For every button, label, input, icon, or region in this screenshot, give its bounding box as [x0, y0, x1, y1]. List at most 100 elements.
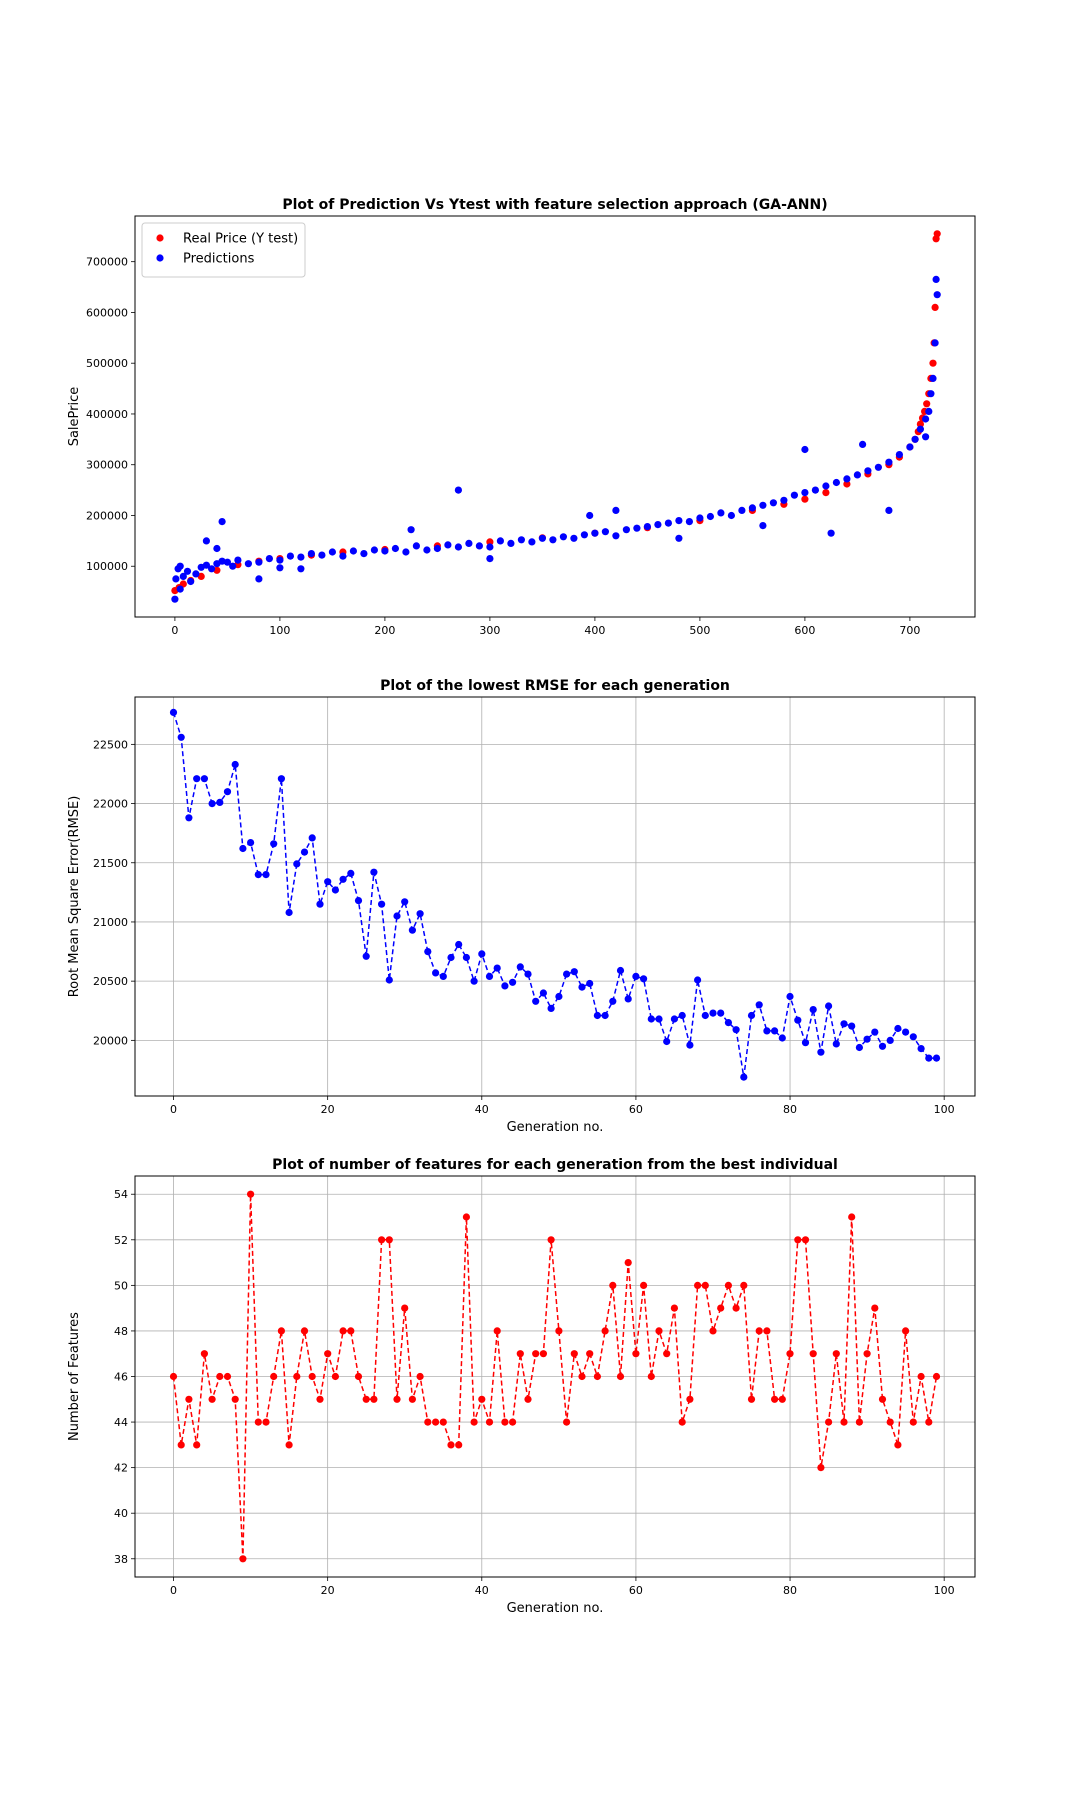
series-line — [172, 1194, 938, 1559]
data-point — [470, 1418, 478, 1426]
data-point — [801, 445, 809, 454]
x-tick-label: 100 — [934, 1103, 955, 1116]
data-point — [640, 1281, 648, 1289]
data-point — [832, 1040, 840, 1048]
x-tick-label: 200 — [374, 624, 395, 637]
y-tick-label: 600000 — [86, 306, 128, 319]
data-point — [378, 1236, 386, 1244]
data-point — [709, 1009, 717, 1017]
data-point — [686, 1041, 694, 1049]
data-point — [863, 1035, 871, 1043]
data-point — [886, 1036, 894, 1044]
data-point — [454, 543, 462, 551]
data-point — [706, 512, 715, 521]
data-point — [171, 595, 179, 603]
y-tick-label: 22000 — [93, 798, 128, 811]
x-tick-label: 40 — [475, 1584, 489, 1597]
data-point — [647, 1015, 655, 1023]
data-point — [218, 518, 226, 526]
data-point — [223, 788, 232, 796]
data-point — [485, 972, 494, 981]
x-tick-label: 20 — [321, 1584, 335, 1597]
y-tick-label: 46 — [114, 1371, 128, 1384]
data-point — [748, 504, 757, 512]
y-tick-label: 21500 — [93, 857, 128, 870]
data-point — [277, 775, 285, 783]
data-point — [339, 552, 347, 560]
data-point — [524, 1395, 532, 1403]
chart-title: Plot of the lowest RMSE for each generat… — [380, 678, 730, 694]
data-point — [433, 544, 441, 553]
data-point — [563, 1418, 571, 1426]
x-tick-label: 600 — [794, 624, 815, 637]
x-tick-label: 300 — [479, 624, 500, 637]
data-point — [517, 536, 526, 544]
x-tick-label: 0 — [170, 1103, 177, 1116]
data-point — [832, 478, 841, 487]
data-point — [493, 1327, 501, 1335]
data-point — [601, 1011, 609, 1020]
plot-frame — [134, 215, 976, 618]
data-point — [300, 1327, 309, 1335]
data-point — [176, 585, 184, 593]
data-point — [840, 1020, 848, 1028]
data-point — [244, 560, 252, 568]
data-point — [931, 339, 939, 347]
data-point — [822, 482, 830, 490]
data-point — [169, 1372, 178, 1381]
data-point — [454, 486, 462, 494]
data-point — [933, 291, 941, 299]
data-point — [231, 1395, 239, 1403]
data-point — [532, 997, 540, 1005]
data-point — [755, 1327, 763, 1335]
data-point — [475, 542, 483, 550]
data-point — [255, 558, 263, 566]
data-point — [878, 1395, 887, 1403]
data-point — [909, 1033, 917, 1041]
data-point — [539, 1350, 548, 1358]
legend-marker — [156, 254, 164, 262]
data-point — [408, 926, 416, 934]
data-point — [909, 1418, 917, 1426]
y-tick-label: 48 — [114, 1325, 128, 1338]
data-point — [478, 1395, 486, 1403]
data-point — [265, 555, 273, 563]
data-point — [593, 1011, 602, 1020]
y-tick-label: 54 — [114, 1188, 128, 1201]
data-point — [277, 1327, 285, 1335]
data-point — [694, 1281, 702, 1289]
data-point — [586, 511, 594, 520]
data-point — [755, 1001, 763, 1009]
data-point — [381, 547, 389, 555]
data-point — [370, 868, 378, 876]
data-point — [486, 555, 494, 563]
data-point — [655, 1015, 663, 1023]
data-point — [832, 1350, 840, 1358]
data-point — [609, 1281, 617, 1289]
data-point — [293, 860, 301, 868]
data-point — [276, 564, 284, 572]
data-point — [424, 948, 432, 956]
data-point — [370, 1395, 378, 1403]
data-point — [176, 562, 184, 570]
x-axis-label: Generation no. — [507, 1601, 604, 1616]
data-point — [462, 1213, 470, 1221]
data-point — [801, 489, 809, 497]
x-tick-label: 0 — [170, 1584, 177, 1597]
data-point — [354, 897, 363, 905]
data-point — [297, 553, 305, 561]
data-point — [247, 839, 255, 847]
y-tick-label: 500000 — [86, 357, 128, 370]
data-point — [216, 1372, 224, 1381]
data-point — [385, 1236, 393, 1244]
data-point — [193, 775, 201, 783]
data-point — [732, 1304, 740, 1312]
x-tick-label: 100 — [934, 1584, 955, 1597]
y-tick-label: 400000 — [86, 408, 128, 421]
data-point — [932, 1054, 941, 1062]
data-point — [678, 1011, 686, 1020]
data-point — [276, 556, 284, 564]
legend-label: Real Price (Y test) — [183, 232, 298, 247]
data-point — [640, 975, 648, 983]
data-point — [632, 1350, 640, 1358]
